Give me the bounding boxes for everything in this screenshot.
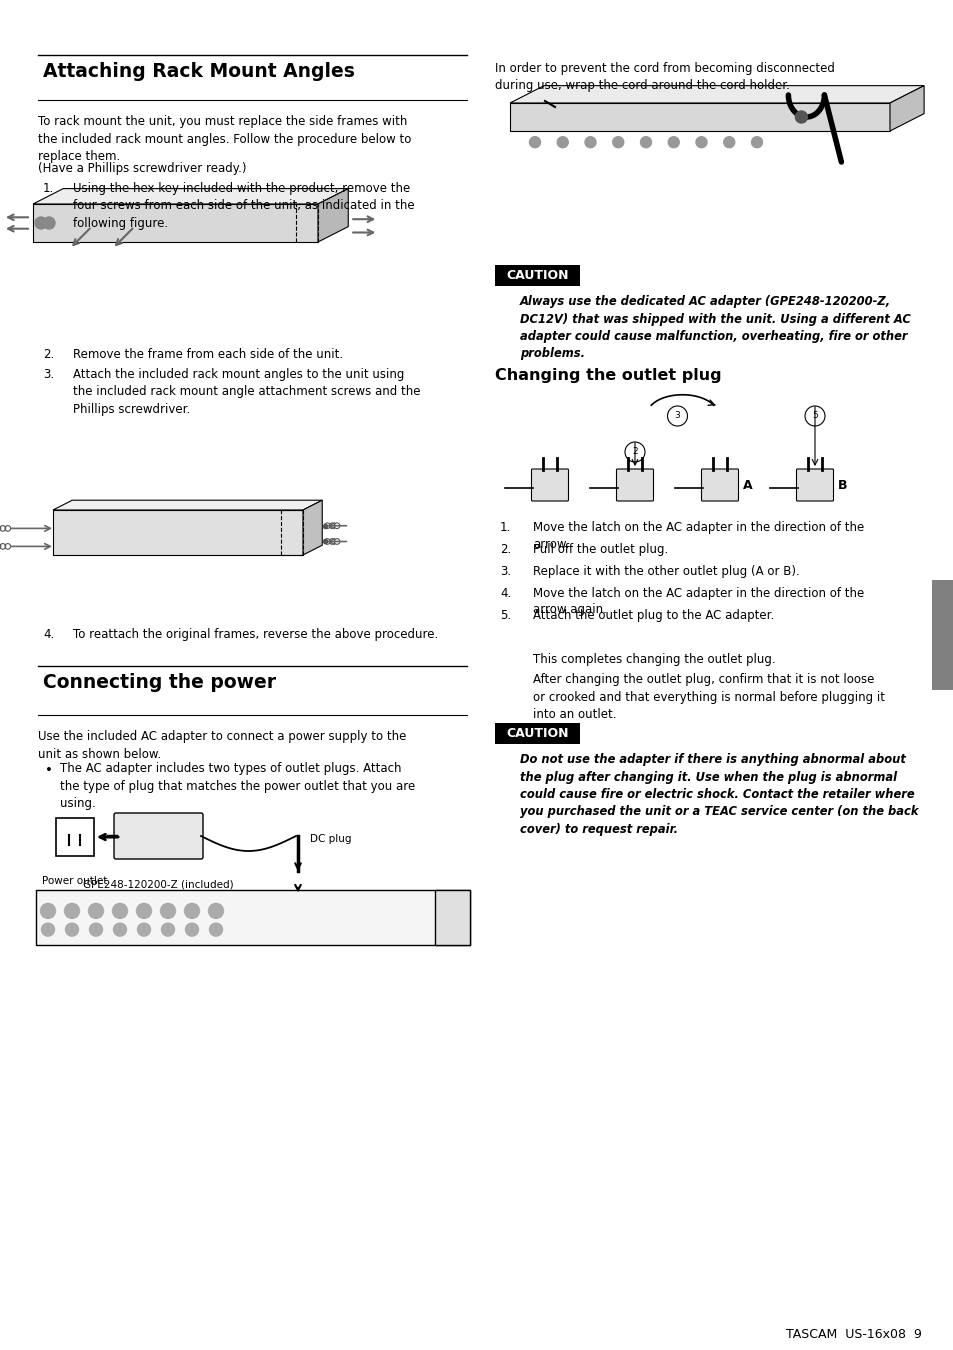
Circle shape — [696, 136, 706, 147]
Circle shape — [35, 217, 47, 230]
Text: To rack mount the unit, you must replace the side frames with
the included rack : To rack mount the unit, you must replace… — [38, 115, 411, 163]
Text: Connecting the power: Connecting the power — [43, 674, 275, 693]
Circle shape — [723, 136, 734, 147]
Circle shape — [42, 923, 54, 936]
Polygon shape — [889, 85, 923, 131]
Circle shape — [639, 136, 651, 147]
Text: This completes changing the outlet plug.: This completes changing the outlet plug. — [533, 653, 775, 666]
Text: A: A — [741, 478, 751, 491]
Text: TASCAM  US-16x08  9: TASCAM US-16x08 9 — [785, 1328, 921, 1341]
Circle shape — [112, 903, 128, 918]
Text: 1.: 1. — [43, 182, 54, 194]
Text: (Have a Phillips screwdriver ready.): (Have a Phillips screwdriver ready.) — [38, 162, 246, 176]
Text: Attach the outlet plug to the AC adapter.: Attach the outlet plug to the AC adapter… — [533, 609, 774, 622]
Text: 2: 2 — [632, 447, 638, 456]
Circle shape — [584, 136, 596, 147]
Circle shape — [160, 903, 175, 918]
Polygon shape — [303, 501, 322, 555]
Text: Move the latch on the AC adapter in the direction of the
arrow.: Move the latch on the AC adapter in the … — [533, 521, 863, 551]
Text: DC plug: DC plug — [310, 834, 351, 844]
FancyBboxPatch shape — [531, 468, 568, 501]
Polygon shape — [510, 85, 923, 103]
FancyBboxPatch shape — [113, 813, 203, 859]
Text: Replace it with the other outlet plug (A or B).: Replace it with the other outlet plug (A… — [533, 566, 799, 578]
Polygon shape — [317, 189, 348, 242]
Circle shape — [43, 217, 55, 230]
Polygon shape — [53, 510, 303, 555]
Circle shape — [751, 136, 761, 147]
Text: The AC adapter includes two types of outlet plugs. Attach
the type of plug that : The AC adapter includes two types of out… — [60, 761, 415, 810]
Circle shape — [557, 136, 568, 147]
Circle shape — [113, 923, 127, 936]
Text: Move the latch on the AC adapter in the direction of the
arrow again.: Move the latch on the AC adapter in the … — [533, 587, 863, 617]
Bar — [435, 890, 470, 945]
FancyBboxPatch shape — [616, 468, 653, 501]
Circle shape — [795, 111, 806, 123]
Text: B: B — [837, 478, 846, 491]
Circle shape — [529, 136, 540, 147]
Polygon shape — [33, 204, 317, 242]
Circle shape — [667, 136, 679, 147]
Text: Power outlet: Power outlet — [42, 876, 108, 886]
Circle shape — [66, 923, 78, 936]
Text: 3: 3 — [674, 412, 679, 420]
Text: 4.: 4. — [43, 628, 54, 641]
Bar — [495, 724, 579, 744]
Text: 3.: 3. — [43, 369, 54, 381]
Bar — [36, 890, 470, 945]
Text: 5: 5 — [811, 412, 817, 420]
FancyBboxPatch shape — [796, 468, 833, 501]
Text: GPE248-120200-Z (included): GPE248-120200-Z (included) — [83, 879, 233, 890]
Text: To reattach the original frames, reverse the above procedure.: To reattach the original frames, reverse… — [73, 628, 437, 641]
Text: After changing the outlet plug, confirm that it is not loose
or crooked and that: After changing the outlet plug, confirm … — [533, 674, 884, 721]
Text: 3.: 3. — [499, 566, 511, 578]
Text: CAUTION: CAUTION — [506, 269, 568, 282]
Circle shape — [185, 923, 198, 936]
Bar — [931, 580, 953, 690]
Text: CAUTION: CAUTION — [506, 728, 568, 740]
Text: Using the hex key included with the product, remove the
four screws from each si: Using the hex key included with the prod… — [73, 182, 415, 230]
Text: Attaching Rack Mount Angles: Attaching Rack Mount Angles — [43, 62, 355, 81]
Circle shape — [137, 923, 151, 936]
Polygon shape — [33, 189, 348, 204]
Polygon shape — [53, 501, 322, 510]
Text: Use the included AC adapter to connect a power supply to the
unit as shown below: Use the included AC adapter to connect a… — [38, 730, 406, 760]
Circle shape — [65, 903, 79, 918]
Bar — [495, 265, 579, 286]
Circle shape — [184, 903, 199, 918]
Circle shape — [209, 903, 223, 918]
Circle shape — [90, 923, 102, 936]
Text: 2.: 2. — [499, 543, 511, 556]
Circle shape — [136, 903, 152, 918]
Bar — [56, 818, 94, 856]
Text: Attach the included rack mount angles to the unit using
the included rack mount : Attach the included rack mount angles to… — [73, 369, 420, 416]
Text: •: • — [45, 764, 52, 778]
Circle shape — [210, 923, 222, 936]
Text: 2.: 2. — [43, 348, 54, 360]
Text: Pull off the outlet plug.: Pull off the outlet plug. — [533, 543, 667, 556]
Text: 5.: 5. — [499, 609, 511, 622]
Text: Do not use the adapter if there is anything abnormal about
the plug after changi: Do not use the adapter if there is anyth… — [519, 753, 918, 836]
Text: 1.: 1. — [499, 521, 511, 535]
Text: 4.: 4. — [499, 587, 511, 599]
Text: Changing the outlet plug: Changing the outlet plug — [495, 369, 720, 383]
FancyBboxPatch shape — [700, 468, 738, 501]
Text: Remove the frame from each side of the unit.: Remove the frame from each side of the u… — [73, 348, 343, 360]
Circle shape — [89, 903, 103, 918]
Circle shape — [612, 136, 623, 147]
Circle shape — [40, 903, 55, 918]
Polygon shape — [510, 103, 889, 131]
Circle shape — [161, 923, 174, 936]
Text: In order to prevent the cord from becoming disconnected
during use, wrap the cor: In order to prevent the cord from becomi… — [495, 62, 834, 93]
Text: Always use the dedicated AC adapter (GPE248-120200-Z,
DC12V) that was shipped wi: Always use the dedicated AC adapter (GPE… — [519, 296, 910, 360]
